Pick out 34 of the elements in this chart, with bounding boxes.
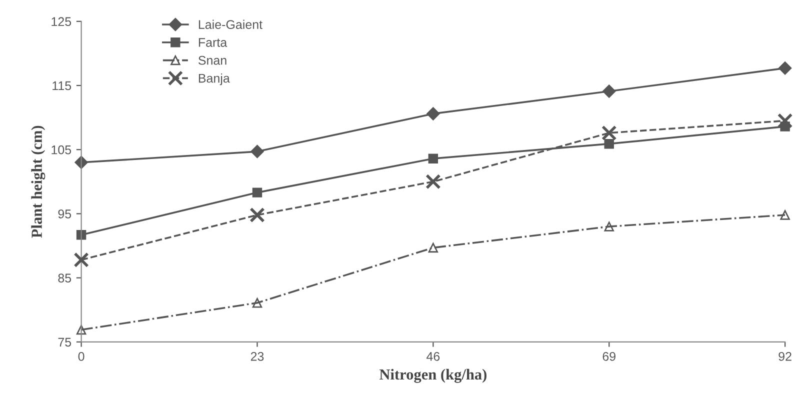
- point: [252, 298, 262, 308]
- point: [428, 154, 438, 164]
- x-tick-label: 23: [250, 352, 264, 361]
- legend-label: Farta: [198, 38, 228, 47]
- x-axis-title: Nitrogen (kg/ha): [379, 368, 486, 383]
- y-tick-label: 105: [52, 145, 72, 154]
- point: [426, 107, 440, 120]
- point: [780, 210, 790, 220]
- x-tick-label: 92: [778, 352, 792, 361]
- y-axis-title: Plant height (cm): [31, 126, 46, 238]
- point: [604, 138, 614, 149]
- legend-label: Banja: [198, 74, 230, 86]
- y-tick-label: 125: [52, 17, 72, 26]
- legend-label: Snan: [198, 56, 226, 65]
- point: [426, 174, 441, 190]
- x-tick-label: 69: [602, 352, 616, 361]
- y-tick-label: 85: [58, 274, 72, 282]
- y-tick-label: 115: [52, 81, 72, 90]
- x-tick-label: 0: [78, 352, 84, 361]
- point: [428, 242, 438, 253]
- point: [76, 324, 86, 335]
- point: [604, 222, 614, 232]
- y-tick-label: 75: [58, 338, 72, 347]
- point: [602, 84, 616, 98]
- point: [252, 188, 262, 198]
- point: [250, 207, 265, 223]
- point: [250, 144, 264, 158]
- point: [777, 113, 793, 128]
- y-tick-label: 95: [58, 210, 72, 218]
- point: [778, 62, 792, 75]
- x-tick-label: 46: [426, 352, 440, 361]
- legend-label: Laie-Gaient: [198, 20, 262, 29]
- point: [601, 125, 617, 141]
- point: [74, 252, 89, 268]
